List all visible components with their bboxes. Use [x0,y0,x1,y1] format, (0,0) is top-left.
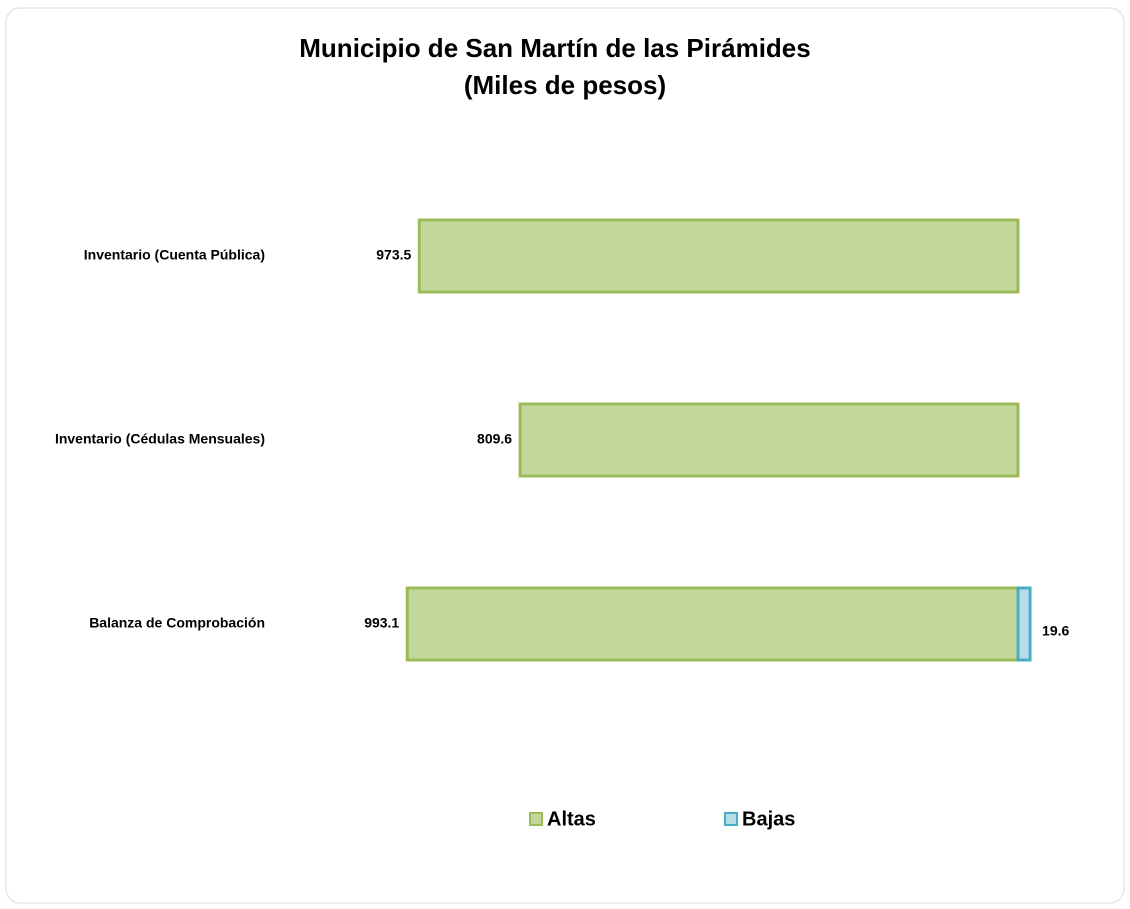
y-tick-label: Inventario (Cédulas Mensuales) [55,431,265,447]
y-tick-label: Inventario (Cuenta Pública) [84,247,265,263]
bar [405,586,1020,662]
legend-marker [529,812,543,826]
data-label: 809.6 [477,431,512,447]
bar [1016,586,1032,662]
y-tick-label: Balanza de Comprobación [89,615,265,631]
legend-marker [724,812,738,826]
chart-subtitle: (Miles de pesos) [464,70,666,100]
data-label: 19.6 [1042,623,1069,639]
legend-label: Altas [547,808,596,830]
bar [518,402,1020,478]
bar [417,218,1020,294]
data-label: 993.1 [364,615,399,631]
data-label: 973.5 [376,247,411,263]
legend-label: Bajas [742,808,795,830]
chart-title: Municipio de San Martín de las Pirámides [299,33,810,63]
